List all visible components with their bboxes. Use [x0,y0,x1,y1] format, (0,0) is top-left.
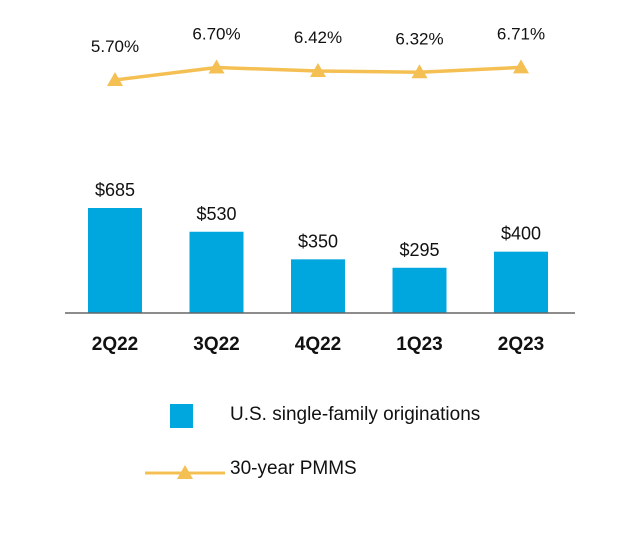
legend-item-pmms: 30-year PMMS [145,458,565,492]
pmms-marker-2Q23 [513,59,529,74]
legend-item-originations: U.S. single-family originations [145,400,565,434]
legend-label-pmms: 30-year PMMS [230,458,357,479]
legend-swatch-bar [170,404,193,428]
legend-swatch-line [145,465,225,479]
bar-value-label-2Q23: $400 [501,224,541,244]
x-tick-label-3Q22: 3Q22 [193,334,239,355]
pmms-marker-4Q22 [310,63,326,77]
bar-value-label-1Q23: $295 [399,240,439,260]
x-tick-label-4Q22: 4Q22 [295,334,341,355]
legend-triangle-marker [177,465,193,479]
bar-2Q22 [88,207,142,313]
pmms-marker-3Q22 [208,59,225,74]
bar-4Q22 [291,259,345,313]
pmms-value-label-4Q22: 6.42% [294,28,342,47]
pmms-marker-2Q22 [107,72,123,86]
legend-label-originations: U.S. single-family originations [230,404,481,425]
bar-1Q23 [392,267,447,313]
bar-value-label-4Q22: $350 [298,231,338,251]
pmms-value-label-1Q23: 6.32% [395,29,443,48]
x-tick-label-1Q23: 1Q23 [396,334,442,355]
x-tick-label-2Q23: 2Q23 [498,334,544,355]
legend: U.S. single-family originations 30-year … [145,400,565,516]
pmms-value-label-2Q22: 5.70% [91,37,139,56]
x-tick-label-2Q22: 2Q22 [92,334,138,355]
bar-2Q23 [494,251,548,313]
bar-value-label-3Q22: $530 [196,204,236,224]
pmms-marker-1Q23 [411,64,428,79]
bar-3Q22 [189,231,244,313]
bar-value-label-2Q22: $685 [95,180,135,200]
pmms-value-label-3Q22: 6.70% [192,25,240,44]
pmms-value-label-2Q23: 6.71% [497,24,545,43]
